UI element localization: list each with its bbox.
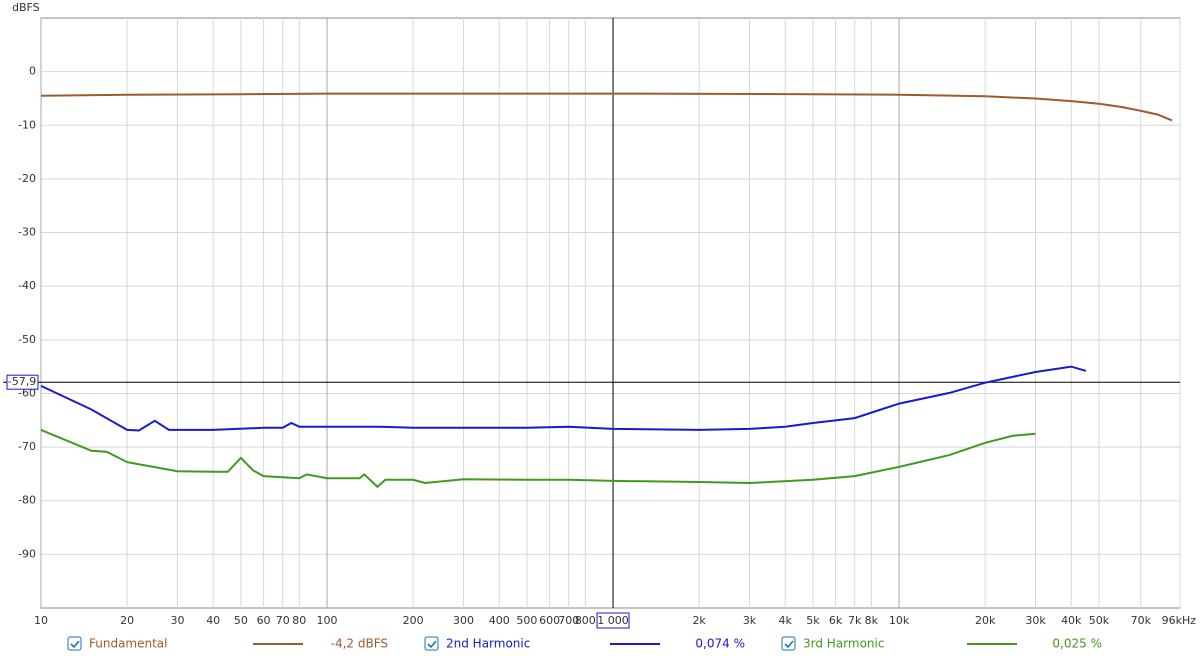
x-tick-label: 40k: [1061, 614, 1082, 627]
x-tick-label: 400: [489, 614, 510, 627]
y-tick-label: -80: [18, 494, 36, 507]
legend-checkbox[interactable]: [781, 636, 796, 651]
x-tick-label: 10: [34, 614, 48, 627]
x-tick-label: 96kHz: [1162, 614, 1197, 627]
series-line: [40, 365, 1087, 432]
x-tick-label: 10k: [889, 614, 910, 627]
legend-name: Fundamental: [89, 637, 168, 651]
legend-check: [70, 640, 80, 649]
x-tick-label: 100: [317, 614, 338, 627]
x-tick-label: 800: [575, 614, 596, 627]
x-tick-label: 600: [539, 614, 560, 627]
x-tick-label: 5k: [806, 614, 820, 627]
x-tick-label: 80: [292, 614, 306, 627]
legend-check: [427, 640, 437, 649]
y-tick-label: -30: [18, 226, 36, 239]
y-tick-label: -10: [18, 118, 36, 131]
cursor-y-box: [6, 374, 39, 390]
plot-area: [40, 17, 1181, 609]
y-tick-label: 0: [29, 65, 36, 78]
legend-checkbox[interactable]: [67, 636, 82, 651]
legend-check: [784, 640, 794, 649]
legend-value: 0,074 %: [695, 637, 745, 651]
legend-item: 2nd Harmonic 0,074 %: [424, 636, 745, 651]
x-tick-label: 50k: [1089, 614, 1110, 627]
x-tick-label: 30k: [1025, 614, 1046, 627]
series-line: [40, 428, 1036, 489]
x-tick-label: 20k: [975, 614, 996, 627]
x-tick-label: 4k: [779, 614, 793, 627]
y-axis-label: dBFS: [12, 1, 40, 14]
cursor-x-box: [596, 612, 630, 629]
legend-value: 0,025 %: [1052, 637, 1102, 651]
x-tick-label: 60: [257, 614, 271, 627]
x-tick-label: 20: [120, 614, 134, 627]
cursor-x-label: 1 000: [597, 614, 629, 627]
legend-name: 3rd Harmonic: [803, 637, 884, 651]
legend-checkbox[interactable]: [424, 636, 439, 651]
x-tick-label: 7k: [848, 614, 862, 627]
x-tick-label: 8k: [865, 614, 879, 627]
legend-item: 3rd Harmonic 0,025 %: [781, 636, 1102, 651]
x-tick-label: 30: [170, 614, 184, 627]
y-tick-label: -90: [18, 547, 36, 560]
x-tick-label: 40: [206, 614, 220, 627]
legend-name: 2nd Harmonic: [446, 637, 530, 651]
y-tick-label: -50: [18, 333, 36, 346]
series-line: [40, 92, 1173, 122]
legend-value: -4,2 dBFS: [331, 637, 388, 651]
x-tick-label: 70: [276, 614, 290, 627]
cursor-y-label: -57,9: [8, 375, 36, 388]
x-tick-label: 500: [516, 614, 537, 627]
x-tick-label: 2k: [692, 614, 706, 627]
y-tick-label: -40: [18, 279, 36, 292]
x-tick-label: 70k: [1131, 614, 1152, 627]
legend-item: Fundamental -4,2 dBFS: [67, 636, 388, 651]
x-tick-label: 700: [558, 614, 579, 627]
y-tick-label: -20: [18, 172, 36, 185]
x-tick-label: 200: [403, 614, 424, 627]
x-tick-label: 6k: [829, 614, 843, 627]
x-tick-label: 50: [234, 614, 248, 627]
y-tick-label: -60: [18, 386, 36, 399]
x-tick-label: 3k: [743, 614, 757, 627]
x-tick-label: 300: [453, 614, 474, 627]
y-tick-label: -70: [18, 440, 36, 453]
